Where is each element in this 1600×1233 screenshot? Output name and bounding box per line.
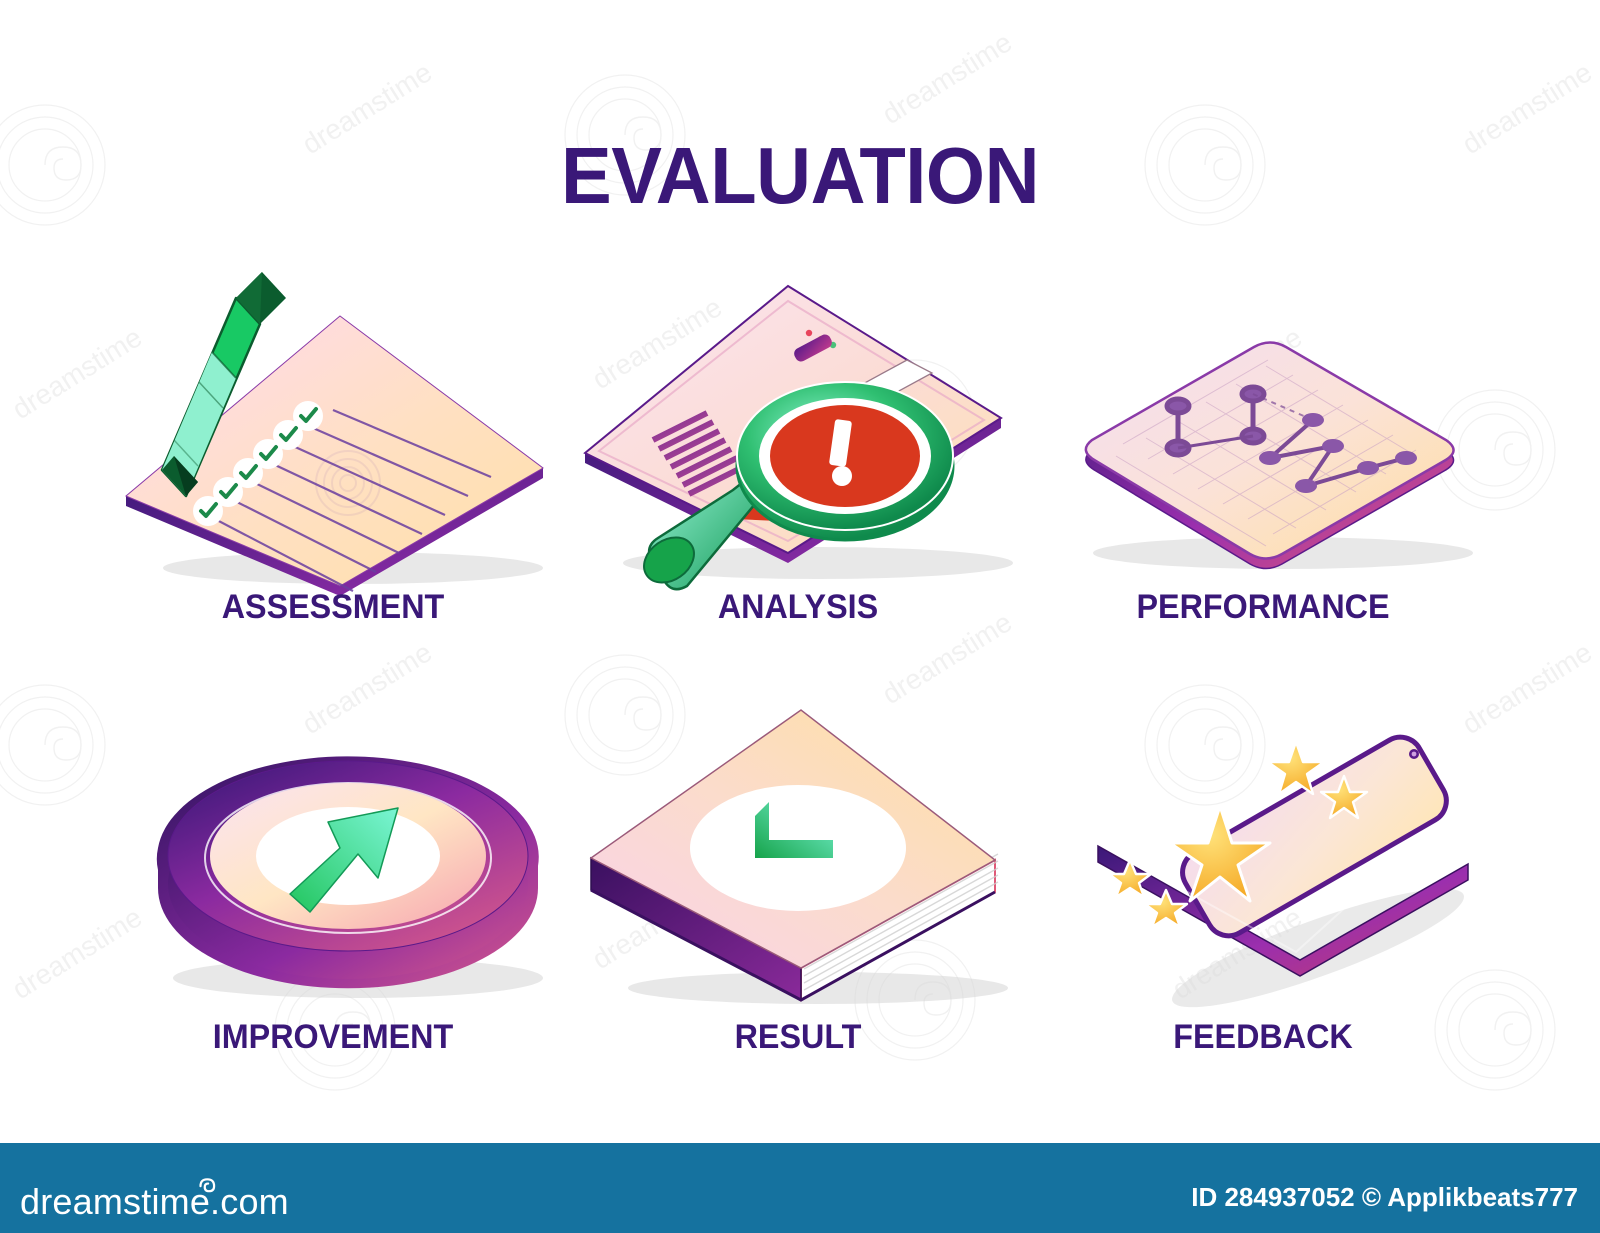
svg-text:dreamstime.com: dreamstime.com — [20, 1181, 289, 1222]
